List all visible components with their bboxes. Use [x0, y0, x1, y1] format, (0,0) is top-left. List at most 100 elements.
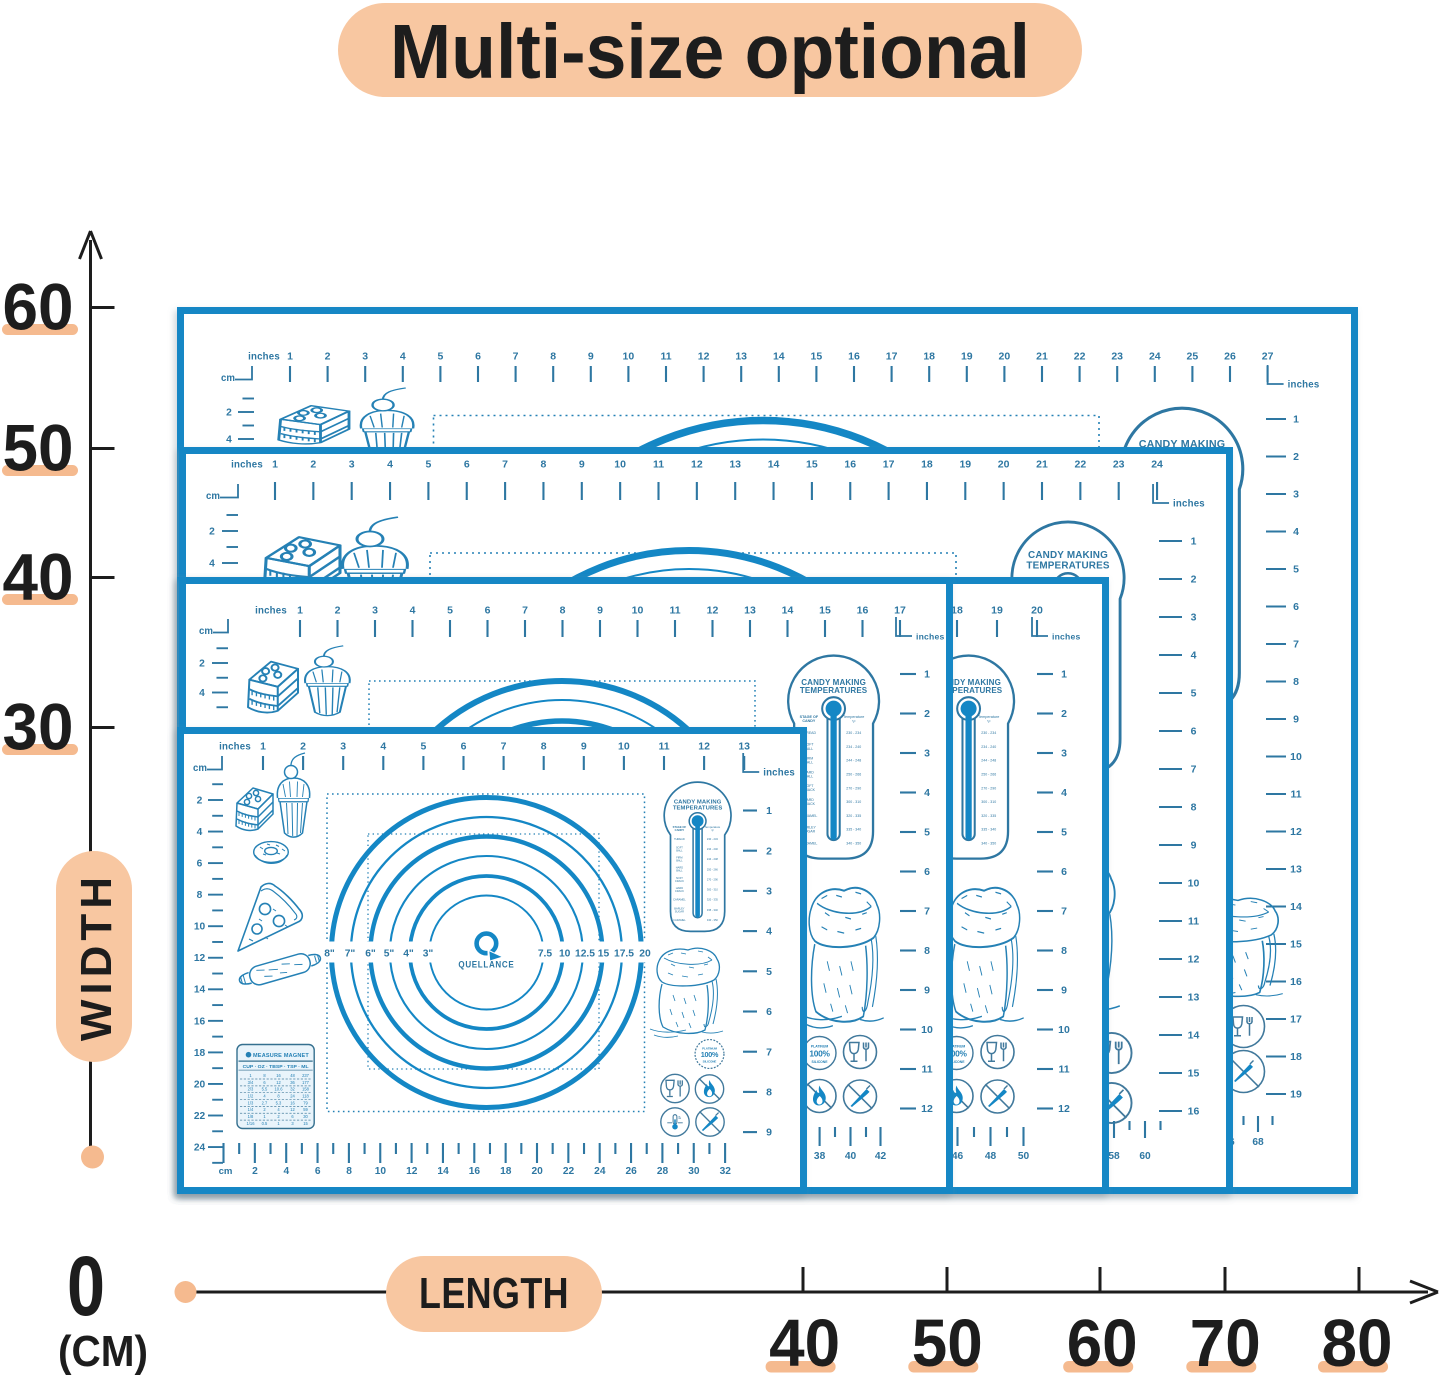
svg-text:6: 6: [766, 1006, 772, 1018]
svg-text:48: 48: [290, 1073, 295, 1078]
svg-text:177: 177: [302, 1080, 310, 1085]
svg-text:TEMPERATURES: TEMPERATURES: [1026, 560, 1110, 571]
svg-text:23: 23: [1113, 459, 1125, 471]
svg-text:BALL: BALL: [805, 761, 814, 765]
svg-text:13: 13: [729, 459, 741, 471]
svg-text:PLATINUM: PLATINUM: [948, 1045, 965, 1049]
svg-text:7: 7: [502, 459, 508, 471]
svg-text:5: 5: [766, 966, 772, 978]
svg-text:9: 9: [588, 351, 594, 363]
svg-text:158: 158: [302, 1087, 310, 1092]
svg-text:HARD: HARD: [676, 886, 683, 890]
svg-text:12: 12: [406, 1166, 418, 1177]
svg-text:inches: inches: [248, 352, 280, 363]
svg-text:2: 2: [1061, 708, 1067, 720]
svg-text:4: 4: [277, 1107, 280, 1112]
svg-text:THREAD: THREAD: [802, 731, 817, 735]
svg-text:10: 10: [559, 949, 571, 960]
svg-text:4: 4: [410, 605, 416, 617]
svg-text:13: 13: [744, 605, 756, 617]
svg-text:18: 18: [194, 1048, 206, 1059]
svg-text:7: 7: [513, 351, 519, 363]
svg-text:BALL: BALL: [805, 774, 814, 778]
svg-text:12: 12: [1290, 826, 1302, 838]
svg-text:9: 9: [766, 1127, 772, 1139]
svg-text:22: 22: [1075, 459, 1087, 471]
svg-text:16: 16: [844, 459, 856, 471]
svg-text:Temperature: Temperature: [705, 825, 721, 829]
svg-text:100%: 100%: [946, 1048, 967, 1058]
svg-text:6: 6: [1061, 866, 1067, 878]
svg-text:LENGTH: LENGTH: [419, 1269, 569, 1318]
svg-text:10: 10: [1188, 878, 1200, 890]
svg-text:8: 8: [346, 1166, 352, 1177]
svg-text:7: 7: [1293, 639, 1299, 651]
svg-text:6: 6: [475, 351, 481, 363]
svg-text:16: 16: [857, 605, 869, 617]
svg-text:1/4: 1/4: [248, 1107, 254, 1112]
svg-text:15: 15: [1290, 939, 1302, 951]
svg-text:1: 1: [1061, 669, 1067, 681]
svg-text:inches: inches: [231, 460, 263, 471]
svg-text:3: 3: [1191, 612, 1197, 624]
svg-text:340 - 350: 340 - 350: [707, 918, 719, 922]
svg-text:9: 9: [581, 741, 587, 753]
svg-text:12: 12: [707, 605, 719, 617]
svg-text:1/16: 1/16: [247, 1121, 256, 1126]
svg-text:1/8: 1/8: [248, 1114, 254, 1119]
svg-text:6: 6: [924, 866, 930, 878]
svg-text:2: 2: [1293, 451, 1299, 463]
svg-text:32: 32: [290, 1087, 295, 1092]
svg-text:1: 1: [1293, 414, 1299, 426]
svg-text:30: 30: [3, 690, 74, 764]
svg-text:BARLEY: BARLEY: [674, 906, 685, 910]
svg-text:12: 12: [691, 459, 703, 471]
svg-text:cm: cm: [221, 373, 235, 384]
svg-text:1/3: 1/3: [248, 1100, 254, 1105]
svg-text:15: 15: [303, 1121, 308, 1126]
svg-text:24: 24: [1149, 351, 1161, 363]
svg-text:59: 59: [303, 1107, 308, 1112]
svg-text:13: 13: [1188, 992, 1200, 1004]
svg-text:CRACK: CRACK: [803, 802, 816, 806]
svg-text:3/4: 3/4: [248, 1080, 254, 1085]
svg-text:inches: inches: [1173, 498, 1205, 509]
svg-text:250 - 266: 250 - 266: [846, 772, 861, 776]
svg-text:11: 11: [669, 605, 680, 617]
svg-text:15: 15: [806, 459, 818, 471]
svg-text:60: 60: [3, 270, 74, 344]
svg-text:8: 8: [277, 1093, 280, 1098]
svg-text:cm: cm: [199, 626, 213, 637]
svg-text:0: 0: [67, 1239, 105, 1333]
svg-text:7": 7": [345, 949, 356, 960]
svg-text:26: 26: [1224, 351, 1236, 363]
svg-text:300 - 310: 300 - 310: [707, 888, 719, 892]
svg-text:CARAMEL: CARAMEL: [673, 898, 686, 902]
svg-text:230 - 234: 230 - 234: [846, 731, 861, 735]
svg-text:2: 2: [199, 658, 205, 669]
svg-text:79: 79: [303, 1100, 308, 1105]
svg-text:CARAMEL: CARAMEL: [800, 841, 817, 845]
svg-text:7: 7: [501, 741, 507, 753]
svg-text:2: 2: [335, 605, 341, 617]
svg-text:TEMPERATURES: TEMPERATURES: [673, 806, 723, 812]
svg-text:5": 5": [384, 949, 395, 960]
svg-text:3: 3: [1293, 489, 1299, 501]
svg-text:8: 8: [766, 1087, 772, 1099]
svg-text:28: 28: [657, 1166, 669, 1177]
svg-text:MEASURE MAGNET: MEASURE MAGNET: [253, 1053, 310, 1059]
svg-text:24: 24: [290, 1093, 295, 1098]
svg-text:BALL: BALL: [805, 747, 814, 751]
svg-text:10: 10: [632, 605, 644, 617]
svg-text:CRACK: CRACK: [675, 879, 684, 883]
svg-text:10: 10: [375, 1166, 387, 1177]
svg-text:10: 10: [194, 922, 206, 933]
svg-text:4: 4: [226, 434, 232, 445]
svg-text:244 - 248: 244 - 248: [981, 759, 996, 763]
svg-text:16: 16: [194, 1016, 206, 1027]
svg-text:18: 18: [1290, 1051, 1302, 1063]
svg-text:17: 17: [883, 459, 895, 471]
svg-text:10.6: 10.6: [275, 1087, 284, 1092]
svg-text:4: 4: [197, 827, 203, 838]
svg-text:21: 21: [1036, 459, 1048, 471]
